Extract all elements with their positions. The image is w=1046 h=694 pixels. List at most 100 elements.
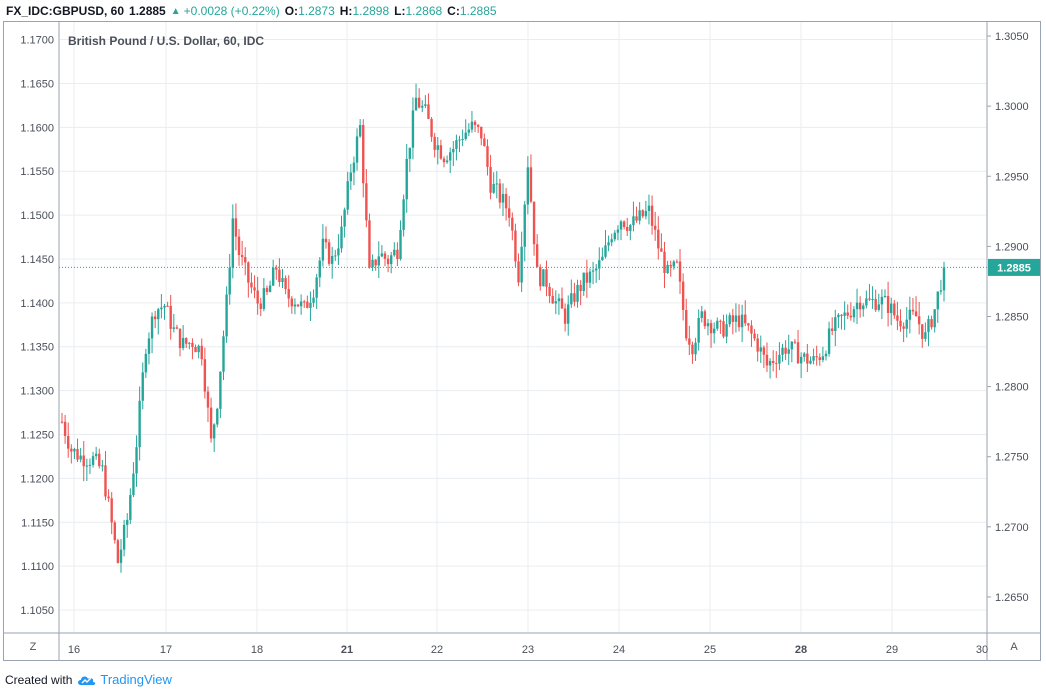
time-axis[interactable]: 16 17 18 21 22 23 24 25 28 29 30 xyxy=(68,644,988,656)
candle-body xyxy=(933,309,936,328)
candle-body xyxy=(921,324,924,339)
symbol-label[interactable]: FX_IDC:GBPUSD, 60 xyxy=(6,4,125,18)
candle-body xyxy=(166,305,169,307)
candle-body xyxy=(573,293,576,302)
candle-body xyxy=(250,282,253,288)
candle-body xyxy=(737,315,741,328)
candle-body xyxy=(824,353,828,357)
candle-body xyxy=(368,220,371,268)
time-axis-label: 17 xyxy=(160,644,172,656)
candle-body xyxy=(551,295,554,304)
candle-body xyxy=(312,297,315,303)
left-axis-tick-label: 1.1650 xyxy=(20,78,54,90)
footer: Created with TradingView xyxy=(5,672,172,687)
candle-body xyxy=(275,267,278,270)
candle-body xyxy=(91,456,95,465)
candle-body xyxy=(765,354,769,366)
candle-body xyxy=(271,267,275,286)
candle-body xyxy=(803,353,806,357)
candle-body xyxy=(883,295,887,297)
scale-z-button[interactable]: Z xyxy=(29,641,37,653)
price-change: +0.0028 (+0.22%) xyxy=(183,4,280,18)
tradingview-logo[interactable]: TradingView xyxy=(76,672,172,687)
left-price-axis[interactable]: 1.1700 1.1650 1.1600 1.1550 1.1500 1.1450 1.14… xyxy=(20,35,54,618)
candle-body xyxy=(330,255,334,264)
candle-body xyxy=(613,232,617,240)
candle-body xyxy=(362,125,365,184)
candle-body xyxy=(290,298,294,307)
candle-body xyxy=(489,166,492,193)
candle-body xyxy=(119,549,123,563)
high-value: 1.2898 xyxy=(352,4,390,18)
candle-body xyxy=(445,160,449,163)
candle-body xyxy=(812,356,815,361)
candle-body xyxy=(163,305,166,308)
candle-body xyxy=(908,309,912,320)
candle-body xyxy=(834,317,837,331)
candle-body xyxy=(691,344,694,355)
candle-body xyxy=(113,522,116,541)
candle-body xyxy=(712,328,716,334)
candle-body xyxy=(399,229,402,259)
candle-body xyxy=(719,320,722,322)
candle-body xyxy=(247,262,250,283)
candle-body xyxy=(346,181,349,210)
candle-body xyxy=(424,104,427,106)
candle-body xyxy=(703,311,707,327)
right-axis-tick-label: 1.2900 xyxy=(995,241,1029,253)
candle-body xyxy=(604,245,607,257)
right-axis-tick-label: 1.2650 xyxy=(995,592,1029,604)
candle-body xyxy=(685,310,688,339)
candle-body xyxy=(756,338,759,352)
left-axis-tick-label: 1.1200 xyxy=(20,473,54,485)
candle-body xyxy=(896,315,899,321)
candle-body xyxy=(759,347,762,352)
candle-body xyxy=(265,288,269,292)
auto-scale-button[interactable]: A xyxy=(1010,641,1018,653)
candle-body xyxy=(94,453,98,457)
tradingview-cloud-icon xyxy=(78,675,96,685)
candle-body xyxy=(427,104,430,119)
candle-body xyxy=(259,303,262,309)
candle-body xyxy=(209,407,213,439)
candle-body xyxy=(843,312,846,316)
candle-body xyxy=(653,225,657,230)
candle-body xyxy=(753,333,756,339)
candle-body xyxy=(601,256,604,261)
candle-body xyxy=(734,315,738,322)
candle-body xyxy=(374,259,377,266)
candle-body xyxy=(517,261,520,283)
candle-body xyxy=(175,327,179,329)
candle-body xyxy=(619,221,623,230)
candle-body xyxy=(284,278,287,289)
candle-body xyxy=(858,302,862,310)
left-axis-tick-label: 1.1050 xyxy=(20,605,54,617)
candle-body xyxy=(725,324,728,337)
candle-body xyxy=(632,216,635,226)
candle-body xyxy=(626,227,629,231)
candle-body xyxy=(256,290,259,304)
candle-body xyxy=(846,312,849,316)
candle-body xyxy=(219,371,222,409)
candle-body xyxy=(917,316,921,325)
candle-body xyxy=(799,356,803,364)
candle-body xyxy=(865,298,868,306)
candle-body xyxy=(358,125,362,137)
candle-body xyxy=(840,314,843,316)
open-label: O: xyxy=(284,4,299,18)
candle-body xyxy=(340,226,343,249)
candle-body xyxy=(492,183,495,193)
candle-body xyxy=(722,321,725,337)
right-price-axis[interactable]: 1.3050 1.3000 1.2950 1.2900 1.2850 1.2800 1.27… xyxy=(987,31,1029,604)
candle-body xyxy=(579,284,582,292)
candle-body xyxy=(169,305,172,329)
candle-body xyxy=(638,210,641,221)
candle-body xyxy=(464,132,467,139)
right-axis-tick-label: 1.2700 xyxy=(995,522,1029,534)
candle-body xyxy=(629,225,632,231)
time-axis-label: 18 xyxy=(251,644,263,656)
candle-body xyxy=(101,465,104,467)
candle-body xyxy=(377,256,380,266)
candle-body xyxy=(433,136,436,150)
